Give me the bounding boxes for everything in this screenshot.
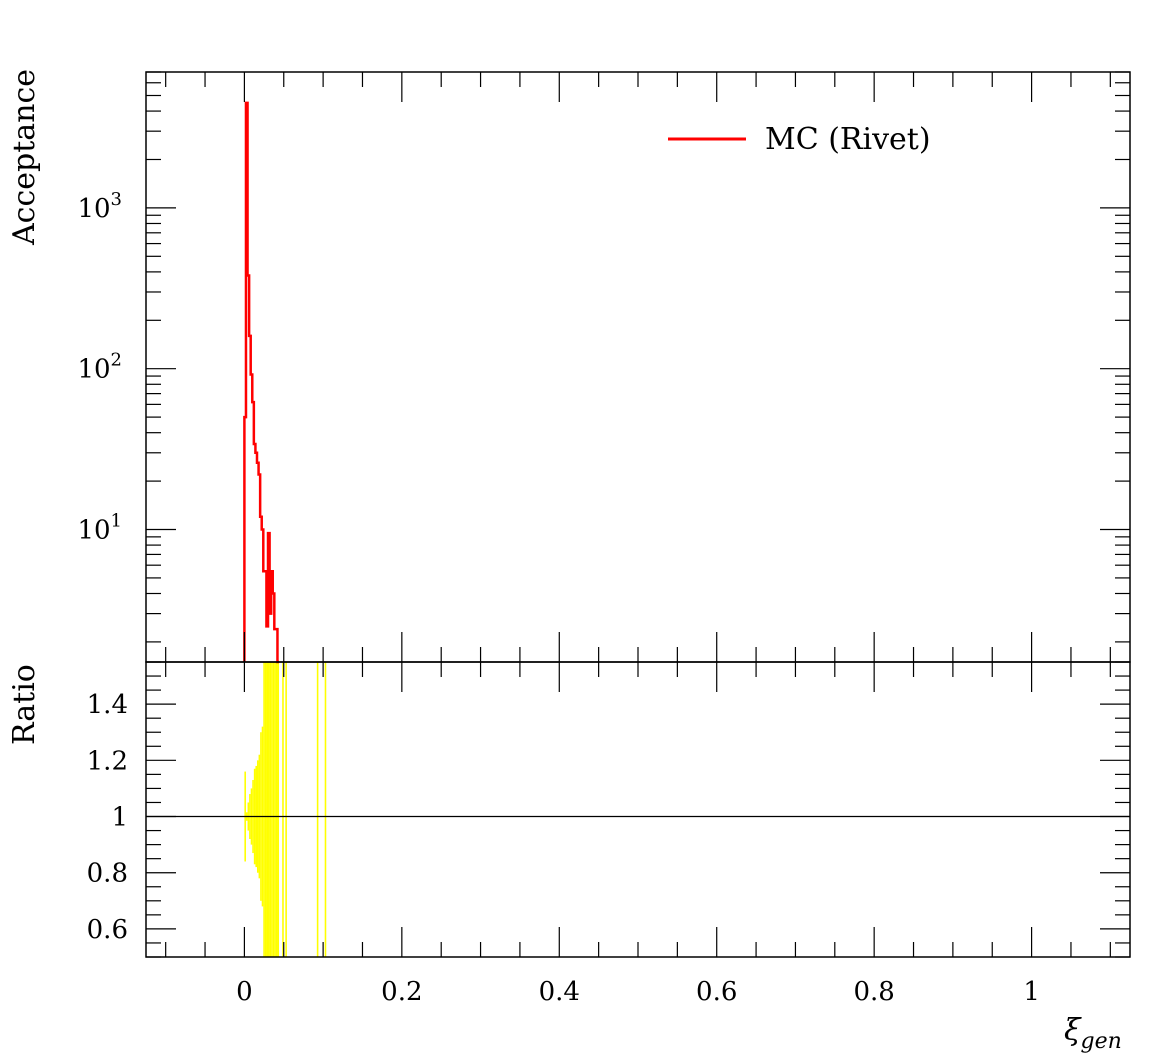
y-tick-label: 102 <box>77 350 122 385</box>
axis-ticks <box>146 71 1130 958</box>
ratio-band <box>263 662 265 957</box>
legend: MC (Rivet) <box>668 122 931 157</box>
ratio-y-tick-label: 0.8 <box>87 859 128 889</box>
x-tick-label: 0.6 <box>696 977 737 1007</box>
ratio-band <box>272 662 275 957</box>
main-y-axis-title: Acceptance <box>7 69 42 246</box>
ratio-band <box>282 662 284 957</box>
ratio-panel-frame <box>145 661 1131 958</box>
y-tick-label-exponent: 1 <box>111 511 122 532</box>
ratio-y-tick-label: 1.4 <box>87 690 128 720</box>
main-series-group <box>243 101 280 664</box>
y-tick-label-base: 10 <box>77 516 110 546</box>
ratio-band <box>285 662 287 957</box>
ratio-band <box>268 662 270 957</box>
ratio-band <box>277 662 280 957</box>
ratio-y-tick-label: 1 <box>111 803 128 833</box>
x-tick-label: 0.4 <box>539 977 580 1007</box>
ratio-error-bands <box>244 662 327 957</box>
ratio-band <box>275 662 278 957</box>
y-tick-label-base: 10 <box>77 194 110 224</box>
x-tick-label: 1 <box>1023 977 1040 1007</box>
main-panel-frame <box>145 71 1131 663</box>
ratio-band <box>269 662 272 957</box>
ratio-band <box>266 662 269 957</box>
ratio-band <box>264 662 267 957</box>
ratio-band <box>316 662 319 957</box>
y-tick-label: 103 <box>77 189 122 224</box>
y-tick-label-exponent: 3 <box>111 189 122 210</box>
y-tick-label-exponent: 2 <box>111 350 122 371</box>
y-tick-label-base: 10 <box>77 355 110 385</box>
ratio-y-tick-label: 0.6 <box>87 915 128 945</box>
x-tick-label: 0.2 <box>381 977 422 1007</box>
ratio-band <box>324 662 327 957</box>
plot-frames <box>145 71 1131 958</box>
ratio-y-axis-title: Ratio <box>7 664 42 745</box>
x-tick-label: 0.8 <box>853 977 894 1007</box>
x-axis-title: ξgen <box>1064 1013 1122 1054</box>
legend-label-mc-rivet: MC (Rivet) <box>765 122 931 157</box>
series-line-mc-rivet <box>243 101 280 664</box>
y-tick-label: 101 <box>77 511 122 546</box>
x-axis-title-sub: gen <box>1081 1029 1122 1054</box>
ratio-band <box>274 662 276 957</box>
x-tick-label: 0 <box>236 977 253 1007</box>
x-axis-title-main: ξ <box>1064 1013 1082 1048</box>
ratio-band <box>271 662 273 957</box>
ratio-y-tick-label: 1.2 <box>87 746 128 776</box>
